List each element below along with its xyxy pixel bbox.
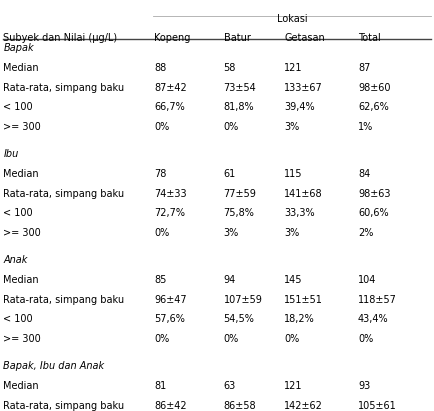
Text: 60,6%: 60,6% <box>358 208 389 218</box>
Text: 86±58: 86±58 <box>224 401 256 411</box>
Text: 74±33: 74±33 <box>154 189 187 199</box>
Text: 98±60: 98±60 <box>358 83 391 92</box>
Text: 1%: 1% <box>358 122 373 132</box>
Text: 142±62: 142±62 <box>284 401 323 411</box>
Text: 121: 121 <box>284 63 303 73</box>
Text: 72,7%: 72,7% <box>154 208 185 218</box>
Text: Anak: Anak <box>3 255 28 265</box>
Text: 145: 145 <box>284 275 303 285</box>
Text: 77±59: 77±59 <box>224 189 256 199</box>
Text: 0%: 0% <box>224 122 239 132</box>
Text: 39,4%: 39,4% <box>284 102 315 112</box>
Text: 115: 115 <box>284 169 303 179</box>
Text: Getasan: Getasan <box>284 33 325 43</box>
Text: 18,2%: 18,2% <box>284 314 315 324</box>
Text: 85: 85 <box>154 275 167 285</box>
Text: 66,7%: 66,7% <box>154 102 185 112</box>
Text: 0%: 0% <box>284 334 299 344</box>
Text: Rata-rata, simpang baku: Rata-rata, simpang baku <box>3 295 125 305</box>
Text: 81: 81 <box>154 381 166 391</box>
Text: 96±47: 96±47 <box>154 295 187 305</box>
Text: 98±63: 98±63 <box>358 189 391 199</box>
Text: 58: 58 <box>224 63 236 73</box>
Text: Bapak, Ibu dan Anak: Bapak, Ibu dan Anak <box>3 361 105 371</box>
Text: 33,3%: 33,3% <box>284 208 315 218</box>
Text: 43,4%: 43,4% <box>358 314 389 324</box>
Text: 3%: 3% <box>284 228 299 238</box>
Text: 73±54: 73±54 <box>224 83 256 92</box>
Text: Kopeng: Kopeng <box>154 33 191 43</box>
Text: 54,5%: 54,5% <box>224 314 254 324</box>
Text: 151±51: 151±51 <box>284 295 323 305</box>
Text: 118±57: 118±57 <box>358 295 397 305</box>
Text: 105±61: 105±61 <box>358 401 397 411</box>
Text: 133±67: 133±67 <box>284 83 323 92</box>
Text: 121: 121 <box>284 381 303 391</box>
Text: 86±42: 86±42 <box>154 401 187 411</box>
Text: Total: Total <box>358 33 381 43</box>
Text: 0%: 0% <box>224 334 239 344</box>
Text: 3%: 3% <box>224 228 239 238</box>
Text: Subyek dan Nilai (µg/L): Subyek dan Nilai (µg/L) <box>3 33 118 43</box>
Text: < 100: < 100 <box>3 314 33 324</box>
Text: 87: 87 <box>358 63 371 73</box>
Text: 0%: 0% <box>154 228 169 238</box>
Text: 63: 63 <box>224 381 236 391</box>
Text: Rata-rata, simpang baku: Rata-rata, simpang baku <box>3 189 125 199</box>
Text: Rata-rata, simpang baku: Rata-rata, simpang baku <box>3 401 125 411</box>
Text: 94: 94 <box>224 275 236 285</box>
Text: Ibu: Ibu <box>3 149 19 159</box>
Text: Median: Median <box>3 275 39 285</box>
Text: Median: Median <box>3 169 39 179</box>
Text: 81,8%: 81,8% <box>224 102 254 112</box>
Text: Median: Median <box>3 381 39 391</box>
Text: 62,6%: 62,6% <box>358 102 389 112</box>
Text: 0%: 0% <box>154 334 169 344</box>
Text: < 100: < 100 <box>3 208 33 218</box>
Text: Median: Median <box>3 63 39 73</box>
Text: 0%: 0% <box>358 334 373 344</box>
Text: 93: 93 <box>358 381 370 391</box>
Text: 3%: 3% <box>284 122 299 132</box>
Text: >= 300: >= 300 <box>3 122 41 132</box>
Text: 75,8%: 75,8% <box>224 208 254 218</box>
Text: 57,6%: 57,6% <box>154 314 185 324</box>
Text: 88: 88 <box>154 63 166 73</box>
Text: 107±59: 107±59 <box>224 295 263 305</box>
Text: < 100: < 100 <box>3 102 33 112</box>
Text: 2%: 2% <box>358 228 373 238</box>
Text: Batur: Batur <box>224 33 250 43</box>
Text: 141±68: 141±68 <box>284 189 323 199</box>
Text: >= 300: >= 300 <box>3 228 41 238</box>
Text: Bapak: Bapak <box>3 43 34 53</box>
Text: 87±42: 87±42 <box>154 83 187 92</box>
Text: Lokasi: Lokasi <box>277 14 308 24</box>
Text: 78: 78 <box>154 169 167 179</box>
Text: 61: 61 <box>224 169 236 179</box>
Text: 104: 104 <box>358 275 376 285</box>
Text: 0%: 0% <box>154 122 169 132</box>
Text: 84: 84 <box>358 169 370 179</box>
Text: Rata-rata, simpang baku: Rata-rata, simpang baku <box>3 83 125 92</box>
Text: >= 300: >= 300 <box>3 334 41 344</box>
